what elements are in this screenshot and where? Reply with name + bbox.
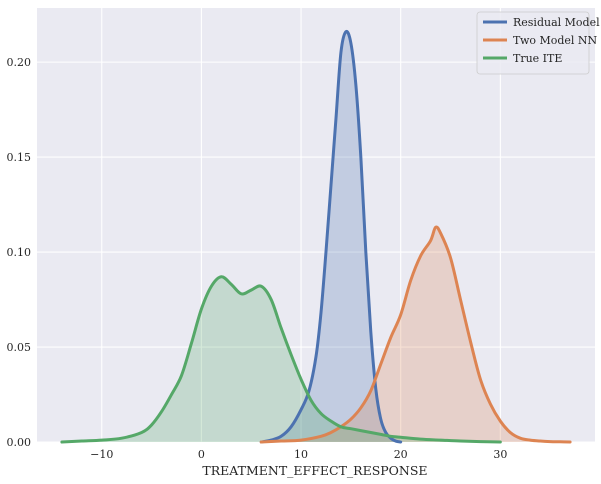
y-tick-label: 0.10: [7, 246, 32, 259]
y-tick-label: 0.00: [7, 436, 32, 449]
y-tick-label: 0.05: [7, 341, 32, 354]
x-axis-title: TREATMENT_EFFECT_RESPONSE: [202, 463, 427, 478]
legend-label-true-ite: True ITE: [513, 52, 562, 65]
x-tick-label: 10: [294, 448, 308, 461]
plot-background: [37, 8, 595, 442]
y-tick-label: 0.20: [7, 56, 32, 69]
x-tick-label: 30: [493, 448, 507, 461]
density-fills: [61, 31, 571, 442]
x-tick-label: −10: [90, 448, 113, 461]
series-line-residual-model: [259, 29, 403, 444]
series-line-true-ite: [60, 275, 502, 444]
x-tick-label: 0: [198, 448, 205, 461]
series-fill-true-ite: [61, 276, 501, 442]
series-fill-residual-model: [261, 31, 401, 442]
density-lines: [60, 29, 572, 444]
legend-label-residual-model: Residual Model: [513, 16, 600, 29]
x-tick-label: 20: [394, 448, 408, 461]
series-fill-two-model-nn: [261, 226, 571, 442]
y-tick-label: 0.15: [7, 151, 32, 164]
legend-label-two-model-nn: Two Model NN: [513, 34, 598, 47]
y-axis-ticks: 0.00 0.05 0.10 0.15 0.20: [7, 56, 32, 449]
x-axis-ticks: −10 0 10 20 30: [90, 448, 507, 461]
legend: Residual Model Two Model NN True ITE: [476, 11, 600, 75]
